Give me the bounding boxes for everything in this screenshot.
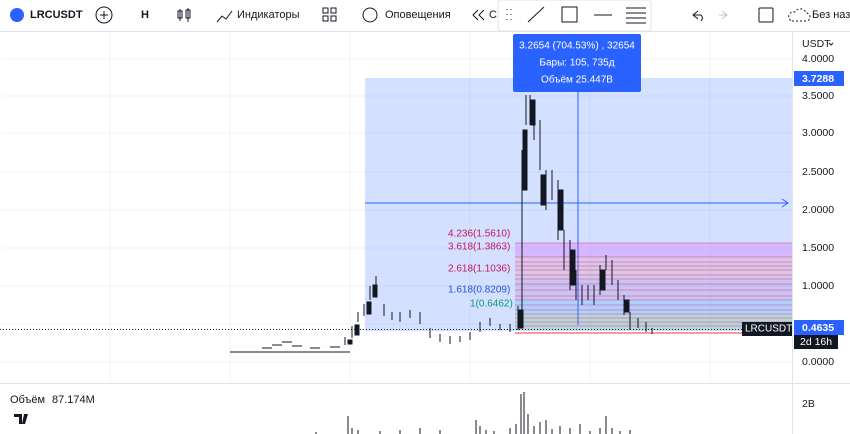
currency[interactable]: USDT xyxy=(802,38,831,50)
volume-axis: 2B xyxy=(802,398,815,410)
fullscreen[interactable] xyxy=(758,7,774,23)
price-label: 1.0000 xyxy=(802,280,834,292)
tooltip-line: Бары: 105, 735д xyxy=(539,58,614,69)
fib-label: 1(0.6462) xyxy=(470,299,513,310)
toolbar xyxy=(0,0,850,31)
price-label: 1.5000 xyxy=(802,242,834,254)
trend-line[interactable] xyxy=(527,6,545,23)
cloud[interactable] xyxy=(788,8,811,22)
fib-label: 4.236(1.5610) xyxy=(448,229,510,240)
fib-retracement xyxy=(515,242,792,334)
symbol-tag: LRCUSDT xyxy=(745,324,792,335)
redo[interactable] xyxy=(719,10,728,20)
range-top-tag xyxy=(794,71,844,86)
fib-tool[interactable] xyxy=(626,7,646,24)
countdown-tag xyxy=(794,335,838,349)
fib-label: 1.618(0.8209) xyxy=(448,285,510,296)
chart-type[interactable] xyxy=(177,8,191,22)
layout-name[interactable]: Без наз xyxy=(812,9,850,21)
tv-logo[interactable] xyxy=(14,414,28,424)
grid xyxy=(2,32,792,380)
indicators-icon[interactable] xyxy=(216,10,233,23)
fib-label: 2.618(1.1036) xyxy=(448,264,510,275)
indicators[interactable]: Индикаторы xyxy=(237,9,300,21)
layouts[interactable] xyxy=(322,7,337,22)
price-label: 3.5000 xyxy=(802,90,834,102)
price-label: 0.0000 xyxy=(802,356,834,368)
last-price: 0.4635 xyxy=(802,322,834,334)
price-label: 3.0000 xyxy=(802,127,834,139)
tooltip-line: Объём 25.447B xyxy=(541,74,613,86)
fib-label: 3.618(1.3863) xyxy=(448,242,510,253)
rectangle-tool[interactable] xyxy=(561,6,578,23)
symbol[interactable]: LRCUSDT xyxy=(30,9,83,21)
drawing-toolbar xyxy=(497,0,652,32)
symbol-tag-bg xyxy=(742,322,792,336)
alerts-icon[interactable] xyxy=(362,7,378,23)
add-symbol[interactable] xyxy=(95,6,113,24)
logo[interactable] xyxy=(10,8,24,22)
last-price-tag xyxy=(794,320,844,335)
countdown: 2d 16h xyxy=(800,336,832,348)
tooltip-line: 3.2654 (704.53%) , 32654 xyxy=(519,41,635,52)
replay[interactable]: С xyxy=(489,9,497,21)
alerts[interactable]: Оповещения xyxy=(385,9,451,21)
range-top: 3.7288 xyxy=(802,73,834,85)
volume-label: Объём xyxy=(10,394,45,406)
undo[interactable] xyxy=(692,10,703,22)
replay-icon[interactable] xyxy=(472,9,485,21)
volume-bars xyxy=(315,392,631,434)
price-label: 2.0000 xyxy=(802,204,834,216)
price-label: 2.5000 xyxy=(802,166,834,178)
range-arrow xyxy=(365,198,789,208)
tooltip xyxy=(513,34,641,92)
interval[interactable]: H xyxy=(141,9,149,21)
price-label: 4.0000 xyxy=(802,53,834,65)
volume-value: 87.174M xyxy=(52,394,95,406)
candles xyxy=(230,95,653,353)
